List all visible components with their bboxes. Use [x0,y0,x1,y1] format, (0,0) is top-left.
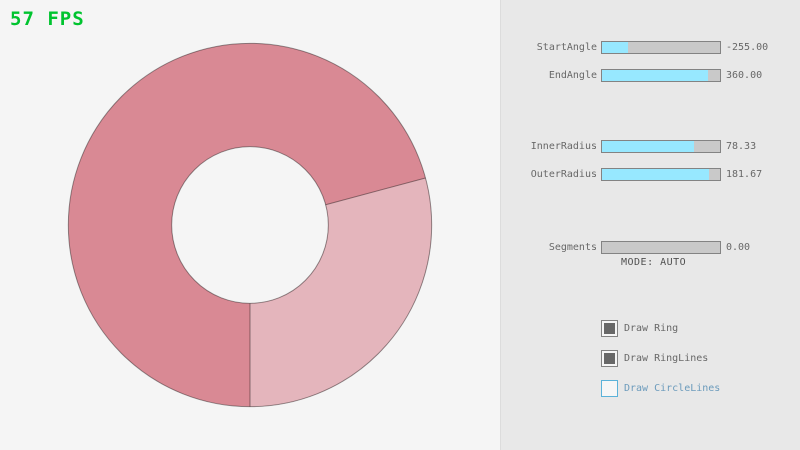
start-angle-label: StartAngle [536,42,597,53]
end-angle-value: 360.00 [726,70,763,81]
draw-ringlines-checkbox[interactable] [601,350,618,367]
draw-ringlines-label: Draw RingLines [624,353,709,364]
start-angle-value: -255.00 [726,42,769,53]
ring-single-segment [250,177,432,407]
segments-slider[interactable] [601,241,721,254]
ring-radial-line [325,177,426,206]
draw-ring-checkbox[interactable] [601,320,618,337]
slider-fill [602,70,709,81]
fps-counter: 57 FPS [10,8,85,30]
start-angle-row: StartAngle -255.00 [501,41,800,54]
draw-circlelines-checkbox[interactable] [601,380,618,397]
slider-fill [602,169,710,180]
end-angle-slider[interactable] [601,69,721,82]
ring-outer-outline [67,42,433,408]
draw-circlelines-label: Draw CircleLines [624,383,721,394]
outer-radius-value: 181.67 [726,169,763,180]
slider-fill [602,141,695,152]
outer-radius-slider[interactable] [601,168,721,181]
start-angle-slider[interactable] [601,41,721,54]
end-angle-label: EndAngle [548,70,597,81]
slider-fill [602,42,628,53]
outer-radius-label: OuterRadius [530,169,597,180]
checkbox-row-draw-circlelines: Draw CircleLines [501,380,800,397]
inner-radius-row: InnerRadius 78.33 [501,140,800,153]
end-angle-row: EndAngle 360.00 [501,69,800,82]
controls-panel: StartAngle -255.00 EndAngle 360.00 Inner… [500,0,800,450]
draw-ring-label: Draw Ring [624,323,679,334]
checkbox-row-draw-ringlines: Draw RingLines [501,350,800,367]
checkbox-row-draw-ring: Draw Ring [501,320,800,337]
segments-mode-text: MODE: AUTO [621,257,687,268]
inner-radius-slider[interactable] [601,140,721,153]
segments-row: Segments 0.00 [501,241,800,254]
segments-label: Segments [548,242,597,253]
outer-radius-row: OuterRadius 181.67 [501,168,800,181]
inner-radius-label: InnerRadius [530,141,597,152]
ring-inner-outline [171,146,329,304]
inner-radius-value: 78.33 [726,141,757,152]
segments-value: 0.00 [726,242,751,253]
